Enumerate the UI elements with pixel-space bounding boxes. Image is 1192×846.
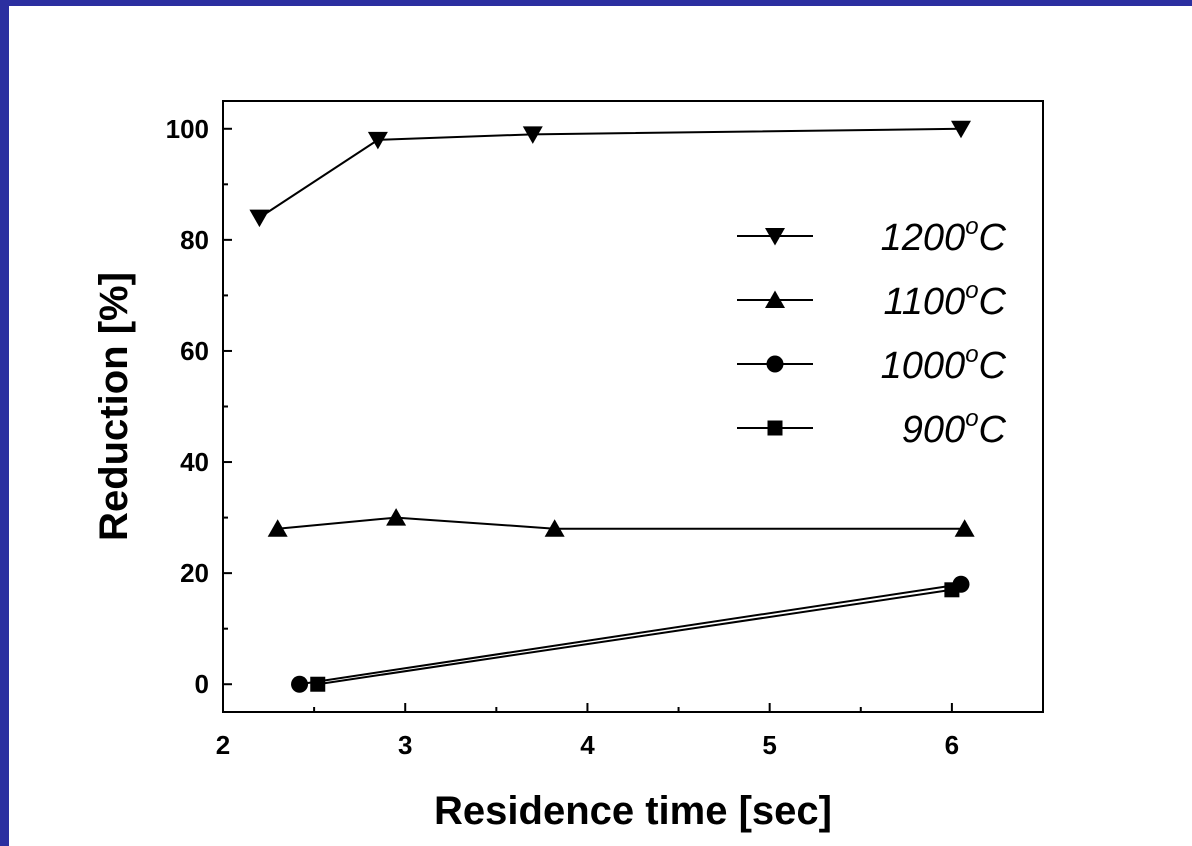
x-tick-label: 2	[216, 730, 230, 760]
legend-label-degree: o	[965, 277, 978, 304]
legend-label: 900oC	[902, 405, 1007, 451]
legend-label-unit: C	[979, 409, 1007, 451]
legend-label: 1100oC	[883, 277, 1006, 323]
y-axis-title: Reduction [%]	[92, 272, 136, 541]
legend-label: 1200oC	[881, 213, 1007, 259]
data-point	[386, 508, 407, 526]
legend-marker	[765, 228, 785, 246]
series-line	[258, 127, 962, 219]
legend-label-value: 1200	[881, 217, 966, 259]
data-point	[291, 675, 309, 693]
legend-label: 1000oC	[881, 341, 1007, 387]
x-tick-label: 4	[580, 730, 595, 760]
data-point	[951, 120, 971, 139]
legend-marker	[766, 355, 784, 373]
legend-entry: 1000oC	[737, 341, 1007, 387]
plot-frame	[222, 100, 1044, 713]
legend-entry: 1100oC	[737, 277, 1007, 323]
data-point	[367, 131, 388, 150]
legend-entry: 900oC	[737, 405, 1007, 451]
data-point	[522, 126, 543, 144]
data-point	[310, 676, 326, 692]
y-tick-label: 60	[180, 336, 209, 366]
series-circle	[291, 575, 970, 693]
series-line	[317, 588, 953, 686]
legend-label-unit: C	[979, 345, 1007, 387]
legend-label-degree: o	[965, 213, 978, 240]
y-tick-label: 100	[166, 114, 209, 144]
x-tick-label: 5	[762, 730, 776, 760]
legend-label-value: 1000	[881, 345, 966, 387]
series-triangle-down	[249, 120, 971, 228]
series-line	[299, 583, 962, 686]
legend-label-value: 900	[902, 409, 965, 451]
series-square	[310, 582, 960, 692]
data-point	[954, 519, 975, 537]
legend-label-degree: o	[965, 341, 978, 368]
legend-entry: 1200oC	[737, 213, 1007, 259]
y-tick-label: 40	[180, 447, 209, 477]
legend-label-unit: C	[979, 217, 1007, 259]
y-tick-label: 80	[180, 225, 209, 255]
data-point	[944, 582, 960, 598]
legend-label-degree: o	[965, 405, 978, 432]
y-tick-label: 20	[180, 558, 209, 588]
data-point	[249, 209, 270, 228]
series-triangle-up	[267, 508, 975, 537]
x-axis-title: Residence time [sec]	[434, 789, 832, 833]
series-line	[277, 516, 965, 530]
x-tick-label: 6	[945, 730, 959, 760]
x-tick-label: 3	[398, 730, 412, 760]
slide-background: 2 3 4 5 6 0 20 40 60 80 100 1200oC 1100oC 1000oC 900o…	[9, 6, 1192, 846]
data-point	[267, 519, 288, 537]
legend-label-value: 1100	[883, 281, 965, 323]
legend-label-unit: C	[979, 281, 1007, 323]
legend-marker	[767, 420, 783, 436]
data-point	[544, 519, 565, 537]
legend-marker	[765, 290, 785, 308]
y-tick-label: 0	[195, 669, 209, 699]
